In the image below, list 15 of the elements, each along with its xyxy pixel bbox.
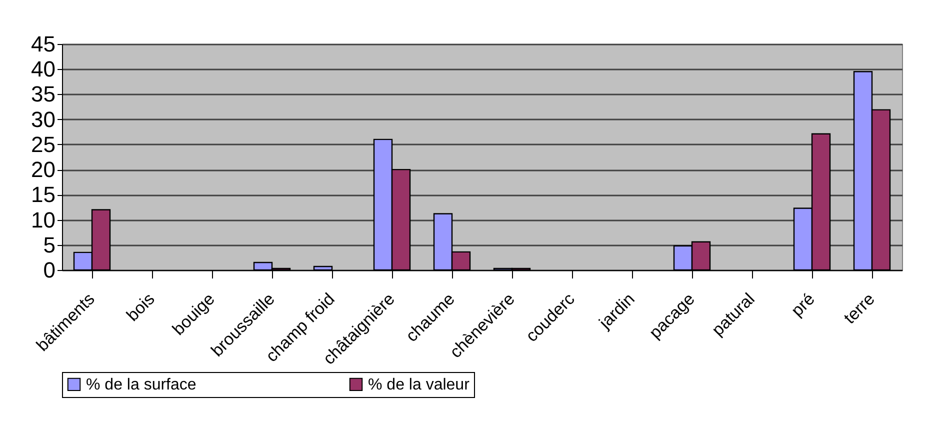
legend-label: % de la valeur <box>368 376 470 394</box>
y-tick-label: 30 <box>31 106 56 132</box>
y-tick-label: 40 <box>31 56 56 82</box>
x-tick-label: terre <box>840 289 878 328</box>
y-tick-label: 20 <box>31 157 56 182</box>
y-tick-label: 5 <box>43 232 56 258</box>
legend-label: % de la surface <box>86 376 196 394</box>
y-tick-label: 45 <box>31 32 56 56</box>
x-tick-label: bois <box>122 289 158 325</box>
y-tick-label: 0 <box>43 258 56 282</box>
y-tick-label: 25 <box>31 132 56 157</box>
x-tick-label: pré <box>788 289 818 320</box>
y-tick-label: 10 <box>31 207 56 232</box>
y-tick-label: 15 <box>31 182 56 208</box>
y-tick-label: 35 <box>31 82 56 107</box>
